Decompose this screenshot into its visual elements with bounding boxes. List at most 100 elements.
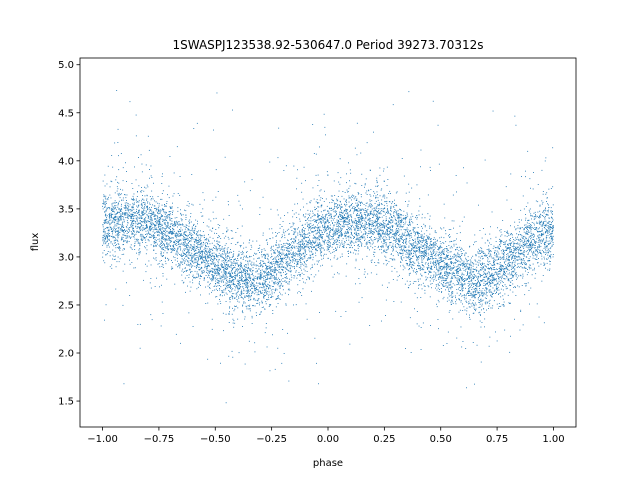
data-point [364, 238, 366, 240]
data-point [401, 259, 403, 261]
data-point [207, 276, 209, 278]
data-point [477, 292, 478, 294]
data-point [397, 213, 399, 215]
data-point [318, 383, 319, 385]
data-point [424, 225, 426, 226]
data-point [459, 299, 460, 301]
data-point [431, 253, 433, 255]
data-point [525, 236, 527, 238]
data-point [196, 276, 197, 278]
data-point [302, 242, 304, 244]
data-point [405, 239, 407, 241]
data-point [523, 258, 525, 260]
data-point [529, 178, 531, 180]
data-point [442, 260, 443, 262]
data-point [401, 239, 403, 240]
data-point [483, 292, 485, 294]
data-point [131, 199, 133, 200]
data-point [275, 252, 276, 254]
data-point [283, 229, 285, 231]
data-point [216, 240, 218, 242]
data-point [198, 269, 200, 271]
data-point [327, 174, 329, 176]
data-point [146, 234, 148, 236]
data-point [406, 229, 407, 231]
data-point [502, 285, 503, 286]
data-point [515, 237, 517, 239]
data-point [366, 227, 368, 228]
data-point [550, 247, 552, 249]
data-point [160, 253, 162, 255]
data-point [486, 272, 488, 274]
data-point [162, 190, 164, 192]
data-point [439, 289, 440, 290]
data-point [274, 252, 276, 254]
data-point [369, 212, 371, 214]
data-point [316, 362, 317, 364]
data-point [297, 228, 298, 230]
data-point [276, 269, 277, 271]
data-point [341, 233, 343, 235]
data-point [169, 238, 170, 240]
data-point [307, 276, 309, 278]
data-point [338, 230, 340, 232]
data-point [331, 246, 333, 248]
data-point [174, 248, 176, 250]
data-point [329, 232, 331, 233]
data-point [426, 245, 427, 247]
data-point [460, 258, 462, 259]
data-point [361, 297, 363, 299]
data-point [185, 291, 186, 293]
data-point [359, 237, 361, 239]
data-point [344, 204, 346, 206]
data-point [471, 280, 473, 281]
data-point [349, 247, 351, 249]
data-point [530, 226, 532, 228]
data-point [116, 202, 117, 203]
data-point [146, 198, 148, 200]
data-point [249, 289, 251, 291]
data-point [416, 248, 418, 249]
data-point [199, 278, 201, 280]
data-point [498, 280, 500, 282]
data-point [266, 293, 268, 295]
data-point [341, 228, 343, 229]
data-point [153, 246, 154, 248]
data-point [416, 218, 418, 220]
data-point [546, 258, 548, 260]
data-point [423, 256, 425, 258]
data-point [449, 241, 451, 243]
data-point [320, 218, 322, 220]
data-point [339, 246, 340, 248]
data-point [185, 226, 187, 228]
data-point [209, 283, 211, 285]
data-point [415, 232, 417, 233]
data-point [375, 206, 377, 208]
data-point [207, 274, 209, 276]
data-point [192, 279, 193, 281]
data-point [505, 264, 507, 265]
data-point [136, 216, 138, 218]
data-point [291, 245, 293, 246]
data-point [339, 226, 341, 228]
data-point [161, 176, 163, 177]
data-point [118, 234, 120, 236]
data-point [194, 258, 196, 259]
data-point [187, 257, 189, 259]
data-point [343, 243, 345, 245]
data-point [512, 246, 514, 248]
data-point [432, 100, 434, 102]
data-point [493, 261, 495, 262]
data-point [356, 209, 357, 210]
data-point [443, 227, 445, 229]
data-point [498, 257, 500, 259]
data-point [299, 274, 301, 276]
data-point [323, 201, 325, 202]
data-point [447, 264, 449, 266]
data-point [492, 305, 494, 307]
data-point [543, 212, 545, 214]
data-point [227, 260, 229, 262]
data-point [106, 217, 107, 219]
data-point [415, 272, 417, 273]
